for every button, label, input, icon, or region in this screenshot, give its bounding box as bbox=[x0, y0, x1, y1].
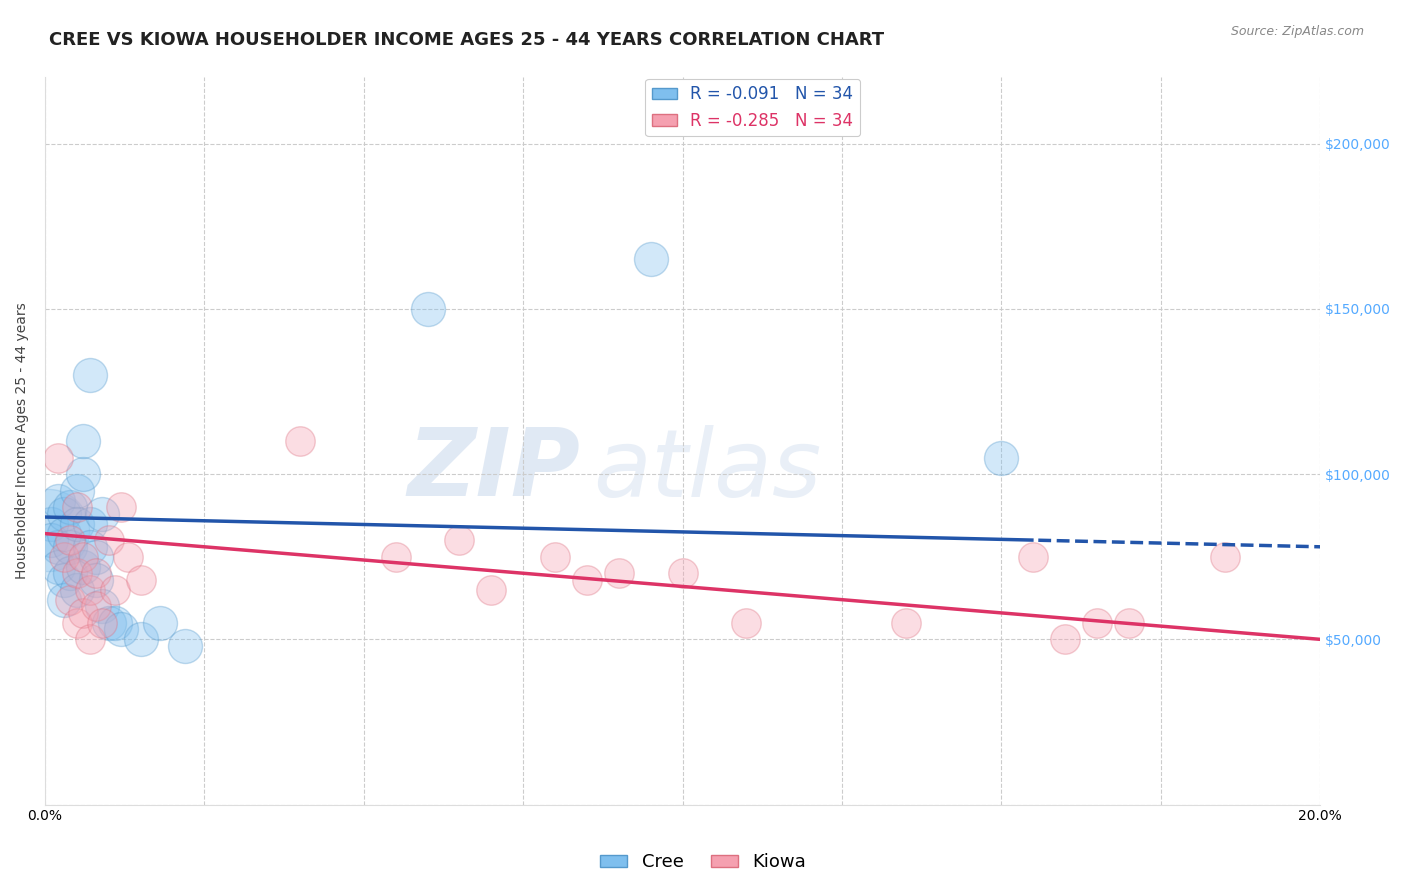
Point bbox=[72, 549, 94, 564]
Point bbox=[37, 523, 59, 537]
Point bbox=[53, 592, 76, 607]
Point bbox=[117, 549, 139, 564]
Point bbox=[79, 368, 101, 382]
Y-axis label: Householder Income Ages 25 - 44 years: Householder Income Ages 25 - 44 years bbox=[15, 302, 30, 580]
Point bbox=[110, 623, 132, 637]
Point bbox=[640, 252, 662, 267]
Point bbox=[66, 516, 89, 531]
Point bbox=[894, 615, 917, 630]
Legend: R = -0.091   N = 34, R = -0.285   N = 34: R = -0.091 N = 34, R = -0.285 N = 34 bbox=[645, 78, 860, 136]
Point bbox=[46, 540, 69, 554]
Point bbox=[53, 573, 76, 587]
Point bbox=[84, 566, 107, 581]
Point bbox=[41, 516, 63, 531]
Point bbox=[672, 566, 695, 581]
Text: ZIP: ZIP bbox=[408, 424, 581, 516]
Point bbox=[129, 573, 152, 587]
Point bbox=[79, 582, 101, 597]
Text: CREE VS KIOWA HOUSEHOLDER INCOME AGES 25 - 44 YEARS CORRELATION CHART: CREE VS KIOWA HOUSEHOLDER INCOME AGES 25… bbox=[49, 31, 884, 49]
Point bbox=[59, 533, 82, 548]
Point bbox=[72, 559, 94, 574]
Point bbox=[59, 566, 82, 581]
Point bbox=[84, 549, 107, 564]
Point bbox=[46, 450, 69, 465]
Point bbox=[53, 507, 76, 521]
Point bbox=[66, 615, 89, 630]
Point bbox=[575, 573, 598, 587]
Point bbox=[607, 566, 630, 581]
Point bbox=[479, 582, 502, 597]
Point bbox=[79, 516, 101, 531]
Point bbox=[97, 615, 120, 630]
Point bbox=[384, 549, 406, 564]
Point bbox=[1022, 549, 1045, 564]
Point bbox=[72, 467, 94, 481]
Point bbox=[59, 500, 82, 515]
Point bbox=[104, 582, 127, 597]
Point bbox=[1085, 615, 1108, 630]
Text: atlas: atlas bbox=[593, 425, 821, 516]
Point bbox=[59, 540, 82, 554]
Point bbox=[544, 549, 567, 564]
Point bbox=[129, 632, 152, 647]
Point bbox=[79, 632, 101, 647]
Point bbox=[53, 549, 76, 564]
Point bbox=[104, 615, 127, 630]
Legend: Cree, Kiowa: Cree, Kiowa bbox=[593, 847, 813, 879]
Point bbox=[149, 615, 172, 630]
Point bbox=[66, 566, 89, 581]
Text: Source: ZipAtlas.com: Source: ZipAtlas.com bbox=[1230, 25, 1364, 38]
Point bbox=[91, 615, 114, 630]
Point bbox=[46, 493, 69, 508]
Point bbox=[1054, 632, 1077, 647]
Point bbox=[79, 540, 101, 554]
Point bbox=[174, 639, 197, 653]
Point bbox=[66, 582, 89, 597]
Point bbox=[91, 599, 114, 614]
Point bbox=[41, 533, 63, 548]
Point bbox=[72, 606, 94, 620]
Point bbox=[735, 615, 758, 630]
Point bbox=[97, 533, 120, 548]
Point bbox=[91, 507, 114, 521]
Point bbox=[1213, 549, 1236, 564]
Point bbox=[53, 526, 76, 541]
Point bbox=[66, 500, 89, 515]
Point bbox=[110, 500, 132, 515]
Point bbox=[72, 434, 94, 448]
Point bbox=[84, 573, 107, 587]
Point bbox=[46, 559, 69, 574]
Point bbox=[66, 483, 89, 498]
Point bbox=[288, 434, 311, 448]
Point bbox=[1118, 615, 1140, 630]
Point bbox=[59, 592, 82, 607]
Point bbox=[84, 599, 107, 614]
Point bbox=[449, 533, 471, 548]
Point bbox=[990, 450, 1012, 465]
Point bbox=[416, 301, 439, 316]
